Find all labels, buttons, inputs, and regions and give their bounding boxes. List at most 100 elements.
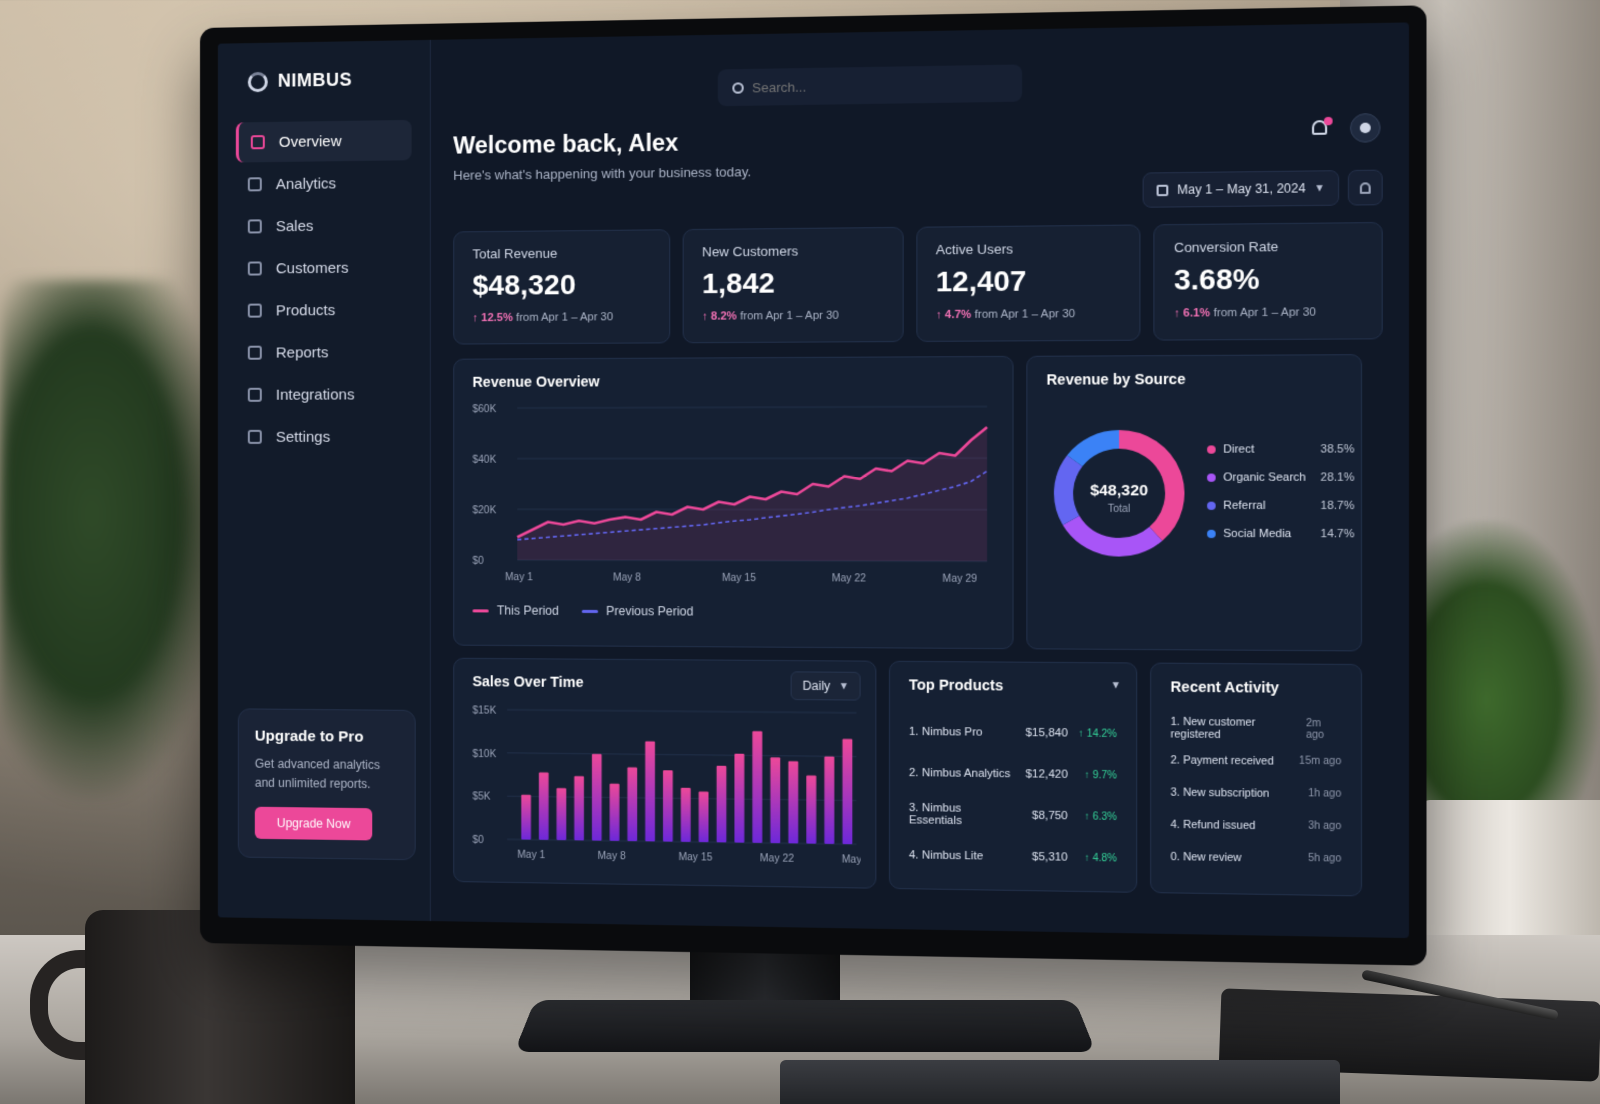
legend-percent: 14.7%: [1320, 527, 1354, 540]
sales-bar: [734, 754, 744, 843]
list-item[interactable]: 3. Nimbus Essentials $8,750 ↑ 6.3%: [909, 794, 1117, 838]
kpi-value: 12,407: [936, 264, 1121, 299]
sidebar-item-sales[interactable]: Sales: [236, 205, 412, 247]
sidebar-item-products[interactable]: Products: [236, 289, 412, 330]
product-rank: 4.: [909, 849, 919, 861]
product-change-value: 6.3%: [1093, 811, 1117, 823]
legend-name: Direct: [1207, 443, 1254, 456]
notifications-button[interactable]: [1309, 117, 1331, 140]
kpi-delta: ↑ 12.5% from Apr 1 – Apr 30: [472, 311, 650, 324]
x-tick-label: May 15: [678, 852, 712, 864]
panel-title: Revenue by Source: [1046, 370, 1341, 388]
sales-bar: [681, 788, 691, 842]
upgrade-button[interactable]: Upgrade Now: [255, 807, 373, 841]
legend-dot: [1207, 445, 1216, 453]
kpi-card-active-users: Active Users 12,407 ↑ 4.7% from Apr 1 – …: [916, 224, 1141, 342]
activity-rank: 1.: [1170, 715, 1179, 728]
legend-swatch: [472, 610, 488, 613]
activity-text-cell: 1. New customer registered: [1170, 715, 1305, 741]
legend-item-previous-period: Previous Period: [581, 604, 693, 619]
legend-swatch: [581, 610, 597, 613]
activity-list: 1. New customer registered 2m ago 2. Paym…: [1170, 712, 1341, 876]
dashboard-screen: NIMBUS Overview Analytics Sales Customer…: [218, 22, 1409, 938]
list-item[interactable]: 3. New subscription 1h ago: [1170, 776, 1341, 810]
sidebar-item-overview[interactable]: Overview: [236, 120, 412, 163]
sales-bar: [627, 767, 637, 841]
sidebar-item-customers[interactable]: Customers: [236, 247, 412, 289]
activity-text-cell: 4. Refund issued: [1170, 818, 1255, 832]
arrow-up-icon: ↑: [1174, 307, 1183, 320]
sales-bar: [842, 739, 852, 844]
x-tick-label: May 1: [517, 850, 545, 862]
sales-bar: [574, 776, 584, 840]
sidebar-item-label: Customers: [276, 259, 349, 277]
sales-bar: [717, 766, 727, 843]
product-change: ↑ 14.2%: [1074, 728, 1117, 740]
sidebar-item-integrations[interactable]: Integrations: [236, 374, 412, 415]
alerts-button[interactable]: [1348, 170, 1383, 206]
list-item[interactable]: 4. Nimbus Lite $5,310 ↑ 4.8%: [909, 835, 1117, 879]
kpi-delta-value: 6.1%: [1183, 307, 1210, 320]
legend-name: Referral: [1207, 499, 1265, 512]
product-name: Nimbus Pro: [922, 726, 983, 739]
activity-text-cell: 3. New subscription: [1170, 786, 1269, 800]
activity-time: 2m ago: [1306, 717, 1341, 740]
donut-legend: Direct 38.5% Organic Search 28.1% Referral…: [1207, 435, 1354, 548]
legend-label: Previous Period: [606, 604, 693, 619]
kpi-label: Conversion Rate: [1174, 238, 1362, 255]
kpi-card-new-customers: New Customers 1,842 ↑ 8.2% from Apr 1 – …: [682, 227, 903, 343]
kpi-label: New Customers: [702, 242, 883, 259]
list-item[interactable]: 4. Refund issued 3h ago: [1170, 808, 1341, 843]
sidebar-item-settings[interactable]: Settings: [236, 416, 412, 457]
avatar[interactable]: [1350, 113, 1381, 143]
welcome-header: Welcome back, Alex Here's what's happeni…: [453, 128, 751, 183]
chevron-down-icon[interactable]: ▼: [1111, 680, 1122, 691]
product-change: ↑ 9.7%: [1074, 769, 1117, 781]
kpi-value: 1,842: [702, 266, 883, 300]
upgrade-title: Upgrade to Pro: [255, 728, 399, 747]
sidebar-item-label: Sales: [276, 217, 314, 234]
panel-title: Revenue Overview: [472, 371, 993, 390]
sales-bar: [806, 775, 816, 843]
list-item[interactable]: 2. Nimbus Analytics $12,420 ↑ 9.7%: [909, 752, 1117, 796]
sales-bar: [752, 731, 762, 843]
list-item[interactable]: 1. New customer registered 2m ago: [1170, 712, 1341, 746]
product-change: ↑ 4.8%: [1074, 852, 1117, 864]
date-range-picker[interactable]: May 1 – May 31, 2024 ▼: [1143, 170, 1339, 208]
list-item[interactable]: 0. New review 5h ago: [1170, 840, 1341, 875]
chevron-down-icon: ▼: [1314, 182, 1325, 194]
product-name-cell: 1. Nimbus Pro: [909, 726, 1017, 739]
sales-bar: [557, 788, 567, 840]
legend-label: This Period: [497, 603, 559, 617]
sidebar-item-label: Reports: [276, 344, 329, 361]
kpi-card-conversion-rate: Conversion Rate 3.68% ↑ 6.1% from Apr 1 …: [1154, 222, 1383, 341]
product-name-cell: 2. Nimbus Analytics: [909, 767, 1017, 781]
legend-dot: [1207, 529, 1216, 537]
search-input[interactable]: [752, 76, 983, 95]
activity-rank: 3.: [1170, 786, 1179, 799]
kpi-card-total-revenue: Total Revenue $48,320 ↑ 12.5% from Apr 1…: [453, 229, 670, 344]
list-item[interactable]: 1. Nimbus Pro $15,840 ↑ 14.2%: [909, 711, 1117, 754]
search-bar[interactable]: [718, 64, 1022, 106]
arrow-up-icon: ↑: [472, 312, 481, 324]
top-products-panel: Top Products ▼ 1. Nimbus Pro $15,840 ↑ 14.…: [889, 661, 1137, 893]
kpi-delta-value: 8.2%: [711, 310, 737, 322]
reports-icon: [248, 346, 262, 360]
page-title: Welcome back, Alex: [453, 128, 751, 159]
calendar-icon: [1157, 184, 1169, 196]
revenue-by-source-panel: Revenue by Source $48,320 Total Direct 38.…: [1026, 354, 1362, 651]
x-tick-label: May 29: [842, 854, 861, 866]
list-item[interactable]: 2. Payment received 15m ago: [1170, 744, 1341, 778]
date-range-label: May 1 – May 31, 2024: [1177, 181, 1305, 197]
donut-legend-item: Social Media 14.7%: [1207, 519, 1354, 547]
product-rank: 1.: [909, 726, 919, 738]
product-change-value: 4.8%: [1093, 852, 1117, 864]
kpi-delta-period: from Apr 1 – Apr 30: [740, 310, 839, 323]
sidebar-item-analytics[interactable]: Analytics: [236, 162, 412, 204]
sidebar-item-reports[interactable]: Reports: [236, 332, 412, 373]
kpi-label: Active Users: [936, 240, 1121, 257]
period-select[interactable]: Daily ▼: [791, 671, 861, 700]
grid-line: [507, 710, 856, 713]
this-period-area: [517, 427, 987, 561]
bell-icon: [1360, 182, 1371, 194]
